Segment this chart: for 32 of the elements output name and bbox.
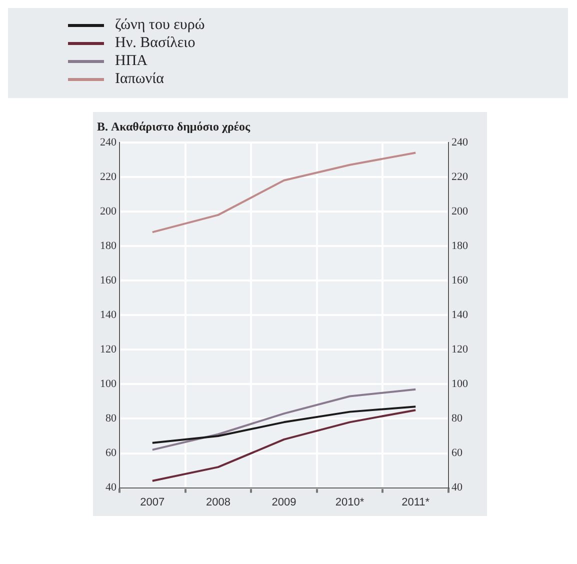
y-tick-label: 120 [100,344,117,356]
y2-tick-label: 60 [452,447,463,460]
y2-tick-label: 240 [452,136,468,148]
y-tick-label: 180 [100,240,117,252]
x-tick-label: 2009 [272,496,296,508]
y-tick-label: 60 [106,447,117,460]
y-tick-label: 100 [100,378,117,390]
y2-tick-label: 160 [452,274,468,286]
y-tick-label: 80 [106,412,117,425]
y2-tick-label: 200 [452,205,468,218]
y-tick-label: 240 [100,136,117,148]
x-tick-label: 2011* [402,496,430,508]
y2-tick-label: 40 [452,482,463,494]
y-tick-label: 200 [100,205,117,218]
y2-tick-label: 100 [452,378,468,390]
legend-label: ΗΠΑ [115,52,148,70]
legend-label: Ιαπωνία [115,70,164,88]
y-tick-label: 220 [100,170,117,183]
y2-tick-label: 180 [452,240,468,252]
x-tick-label: 2008 [206,496,230,508]
x-tick-label: 2007 [140,496,165,508]
y2-tick-label: 80 [452,412,463,425]
y2-tick-label: 220 [452,170,468,183]
legend-label: ζώνη του ευρώ [115,16,205,34]
y2-tick-label: 120 [452,344,468,356]
legend-label: Ην. Βασίλειο [115,34,196,52]
y-tick-label: 40 [106,482,117,494]
x-tick-label: 2010* [335,496,365,508]
y-tick-label: 160 [100,274,117,286]
y-tick-label: 140 [100,308,117,321]
y2-tick-label: 140 [452,308,468,321]
chart-title: B. Ακαθάριστο δημόσιο χρέος [97,119,252,134]
